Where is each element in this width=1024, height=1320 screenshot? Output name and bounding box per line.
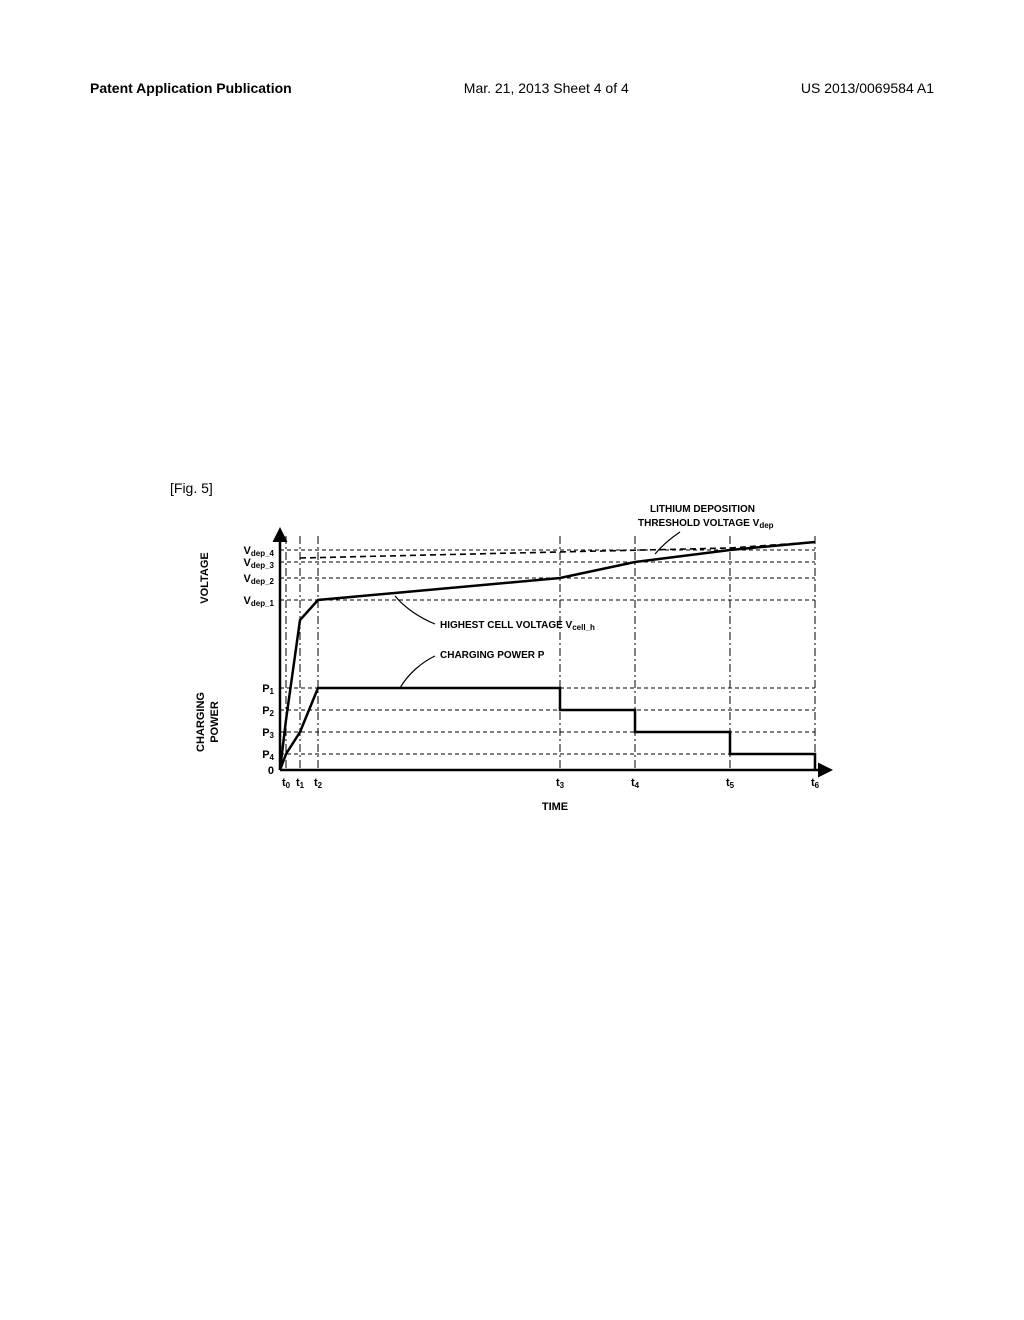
figure-label: [Fig. 5] [170,480,213,496]
svg-text:VOLTAGE: VOLTAGE [199,552,211,604]
header-left: Patent Application Publication [90,80,292,96]
page: Patent Application Publication Mar. 21, … [0,0,1024,1320]
svg-text:THRESHOLD VOLTAGE Vdep: THRESHOLD VOLTAGE Vdep [638,518,774,530]
svg-text:t1: t1 [296,777,305,790]
svg-text:TIME: TIME [542,801,568,813]
svg-text:Vdep_2: Vdep_2 [244,573,275,586]
header-center: Mar. 21, 2013 Sheet 4 of 4 [464,80,629,96]
svg-text:0: 0 [268,765,274,777]
svg-text:t3: t3 [556,777,565,790]
svg-text:HIGHEST CELL VOLTAGE Vcell_h: HIGHEST CELL VOLTAGE Vcell_h [440,620,595,632]
svg-text:t2: t2 [314,777,323,790]
svg-text:LITHIUM DEPOSITION: LITHIUM DEPOSITION [650,504,755,515]
svg-text:P1: P1 [262,683,274,696]
page-header: Patent Application Publication Mar. 21, … [0,80,1024,96]
chart-svg: Vdep_4Vdep_3Vdep_2Vdep_1P1P2P3P40t0t1t2t… [190,500,860,820]
svg-text:P4: P4 [262,749,274,762]
figure-5-chart: Vdep_4Vdep_3Vdep_2Vdep_1P1P2P3P40t0t1t2t… [190,500,860,820]
svg-text:P3: P3 [262,727,274,740]
svg-text:t6: t6 [811,777,820,790]
svg-text:t0: t0 [282,777,291,790]
svg-text:Vdep_3: Vdep_3 [244,557,275,570]
header-right: US 2013/0069584 A1 [801,80,934,96]
svg-text:POWER: POWER [209,701,221,743]
svg-text:CHARGING POWER P: CHARGING POWER P [440,650,545,661]
svg-text:t4: t4 [631,777,640,790]
svg-text:Vdep_1: Vdep_1 [244,595,275,608]
svg-text:CHARGING: CHARGING [195,692,207,752]
svg-text:t5: t5 [726,777,735,790]
svg-text:P2: P2 [262,705,274,718]
